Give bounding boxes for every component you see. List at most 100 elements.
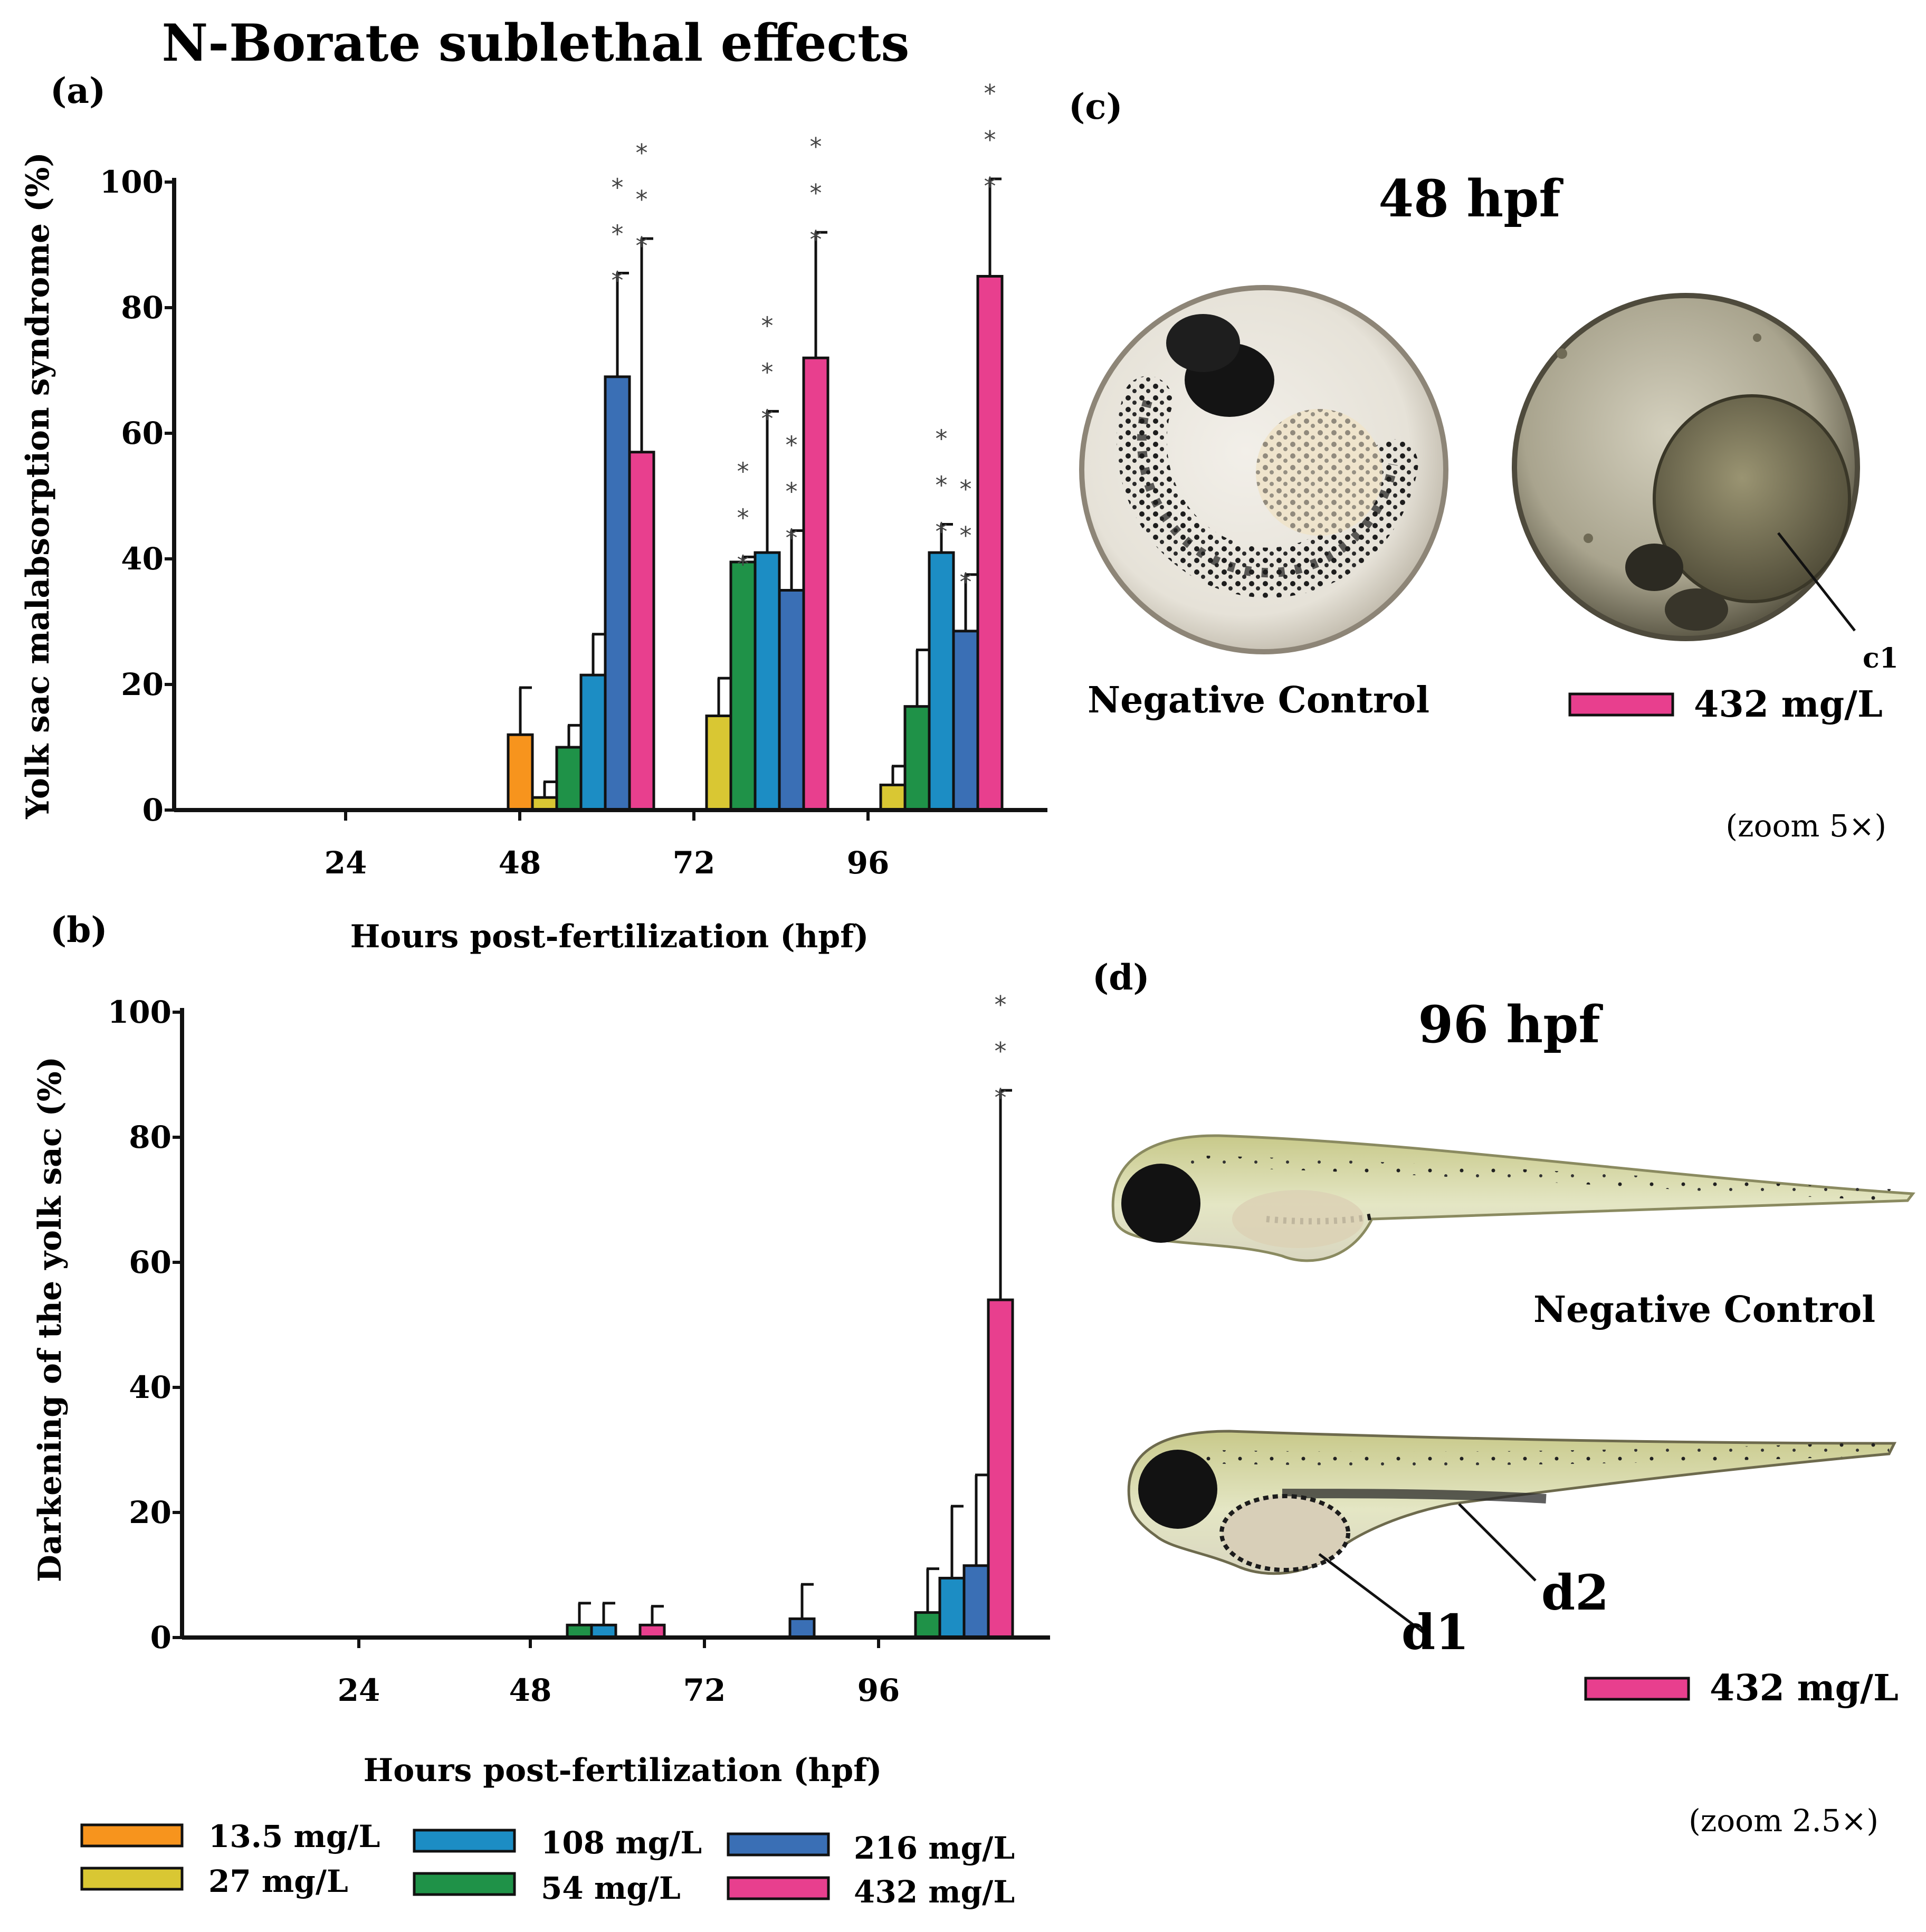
panel-d-control-label: Negative Control [1533, 1289, 1875, 1331]
significance-marker: * [636, 185, 648, 214]
x-tick-label: 24 [325, 845, 367, 881]
panel-c-embryo-images: 48 hpf c1 Negative Control 432 mg/L (zoo… [1079, 169, 1899, 844]
significance-marker: * [810, 225, 822, 254]
bar-216-72 [788, 1617, 816, 1639]
y-tick-label: 40 [129, 1369, 171, 1405]
bar-54-48 [555, 746, 583, 812]
y-ticks-a: 0 20 40 60 80 100 24 48 72 96 [100, 164, 889, 881]
significance-marker: * [761, 358, 774, 386]
significance-marker: * [786, 477, 798, 506]
d1-pointer-line [1318, 1553, 1426, 1634]
y-axis-label-b: Darkening of the yolk sac (%) [32, 1057, 69, 1582]
legend-label-13.5: 13.5 mg/L [208, 1819, 380, 1854]
y-axis-label-a: Yolk sac malabsorption syndrome (%) [20, 152, 56, 820]
c1-pointer-line [1777, 532, 1856, 632]
legend-label-432: 432 mg/L [854, 1874, 1015, 1910]
y-tick-label: 60 [121, 415, 164, 451]
figure-title: N-Borate sublethal effects [162, 13, 910, 73]
significance-marker: * [786, 431, 798, 459]
significance-marker: * [737, 550, 749, 578]
significance-marker: * [810, 132, 822, 161]
x-tick-label: 96 [857, 1672, 900, 1708]
x-axis-label-a: Hours post-fertilization (hpf) [350, 918, 869, 955]
x-tick-label: 48 [499, 845, 541, 881]
treated-embryo-image [1512, 293, 1860, 641]
bar-108-48 [579, 673, 607, 812]
y-tick-label: 40 [121, 541, 164, 577]
y-tick-label: 20 [129, 1495, 171, 1530]
bar-54-96 [903, 705, 931, 812]
bar-27-72 [705, 715, 732, 812]
bar-432-96 [976, 275, 1004, 812]
x-tick-label: 48 [509, 1672, 552, 1708]
bars-b: * * * [566, 991, 1014, 1639]
y-tick-label: 0 [150, 1620, 171, 1655]
significance-marker: * [960, 568, 972, 596]
y-ticks-b: 0 20 40 60 80 100 24 48 72 96 [108, 994, 900, 1708]
significance-marker: * [995, 1037, 1007, 1065]
bar-54-96 [914, 1611, 941, 1639]
legend-swatch-27 [80, 1867, 184, 1891]
panel-d-treated-swatch [1584, 1677, 1690, 1701]
y-tick-label: 100 [100, 164, 164, 200]
legend-label-27: 27 mg/L [208, 1863, 348, 1899]
significance-marker: * [761, 404, 774, 433]
axes-b [180, 1008, 1050, 1640]
panel-label-c: (c) [1069, 86, 1123, 127]
bars-a: * * * * * * * * * * * * * * * * * * * * * * * * * * * [507, 79, 1004, 812]
x-tick-label: 72 [673, 845, 716, 881]
y-tick-label: 100 [108, 994, 171, 1030]
legend-label-216: 216 mg/L [854, 1830, 1015, 1866]
y-tick-label: 20 [121, 667, 164, 702]
panel-d-zoom: (zoom 2.5×) [1689, 1803, 1879, 1839]
bar-108-72 [754, 551, 781, 812]
panel-d-time: 96 hpf [1418, 995, 1603, 1054]
y-tick-label: 60 [129, 1244, 171, 1280]
legend-label-108: 108 mg/L [541, 1825, 702, 1861]
bar-13.5-48 [507, 733, 534, 812]
panel-c-zoom: (zoom 5×) [1725, 808, 1886, 844]
significance-marker: * [984, 126, 996, 154]
bar-216-48 [604, 375, 631, 812]
chart-yolk-sac-malabsorption: Yolk sac malabsorption syndrome (%) Hour… [20, 79, 1047, 955]
panel-d-larva-images: 96 hpf Negative Control d1 d2 432 mg/L (… [1111, 995, 1915, 1839]
d1-marker: d1 [1401, 1604, 1469, 1661]
legend-swatch-216 [727, 1832, 830, 1857]
y-tick-label: 80 [121, 290, 164, 326]
legend-swatch-54 [413, 1872, 516, 1896]
bar-54-72 [729, 560, 757, 812]
legend: 13.5 mg/L 27 mg/L 108 mg/L 54 mg/L 216 m… [80, 1819, 1015, 1910]
significance-marker: * [737, 457, 749, 486]
panel-d-treated-legend: 432 mg/L [1710, 1667, 1899, 1709]
bar-216-72 [778, 589, 805, 812]
panel-c-control-label: Negative Control [1088, 679, 1429, 721]
chart-yolk-sac-darkening: Darkening of the yolk sac (%) Hours post… [32, 991, 1050, 1789]
panel-c-treated-swatch [1568, 692, 1674, 717]
bar-432-48 [628, 451, 655, 812]
significance-marker: * [636, 232, 648, 260]
y-tick-label: 80 [129, 1119, 171, 1155]
significance-marker: * [761, 311, 774, 340]
bar-27-96 [879, 783, 907, 812]
significance-marker: * [612, 174, 624, 202]
bar-108-96 [928, 551, 955, 812]
treated-larva-image [1127, 1430, 1897, 1575]
bar-216-96 [962, 1564, 990, 1639]
legend-swatch-13.5 [80, 1823, 184, 1848]
legend-label-54: 54 mg/L [541, 1870, 681, 1906]
significance-marker: * [936, 425, 948, 453]
legend-swatch-432 [727, 1876, 830, 1900]
x-tick-label: 24 [338, 1672, 380, 1708]
bar-216-96 [952, 630, 979, 812]
significance-marker: * [936, 471, 948, 500]
significance-marker: * [810, 179, 822, 207]
panel-c-treated-legend: 432 mg/L [1694, 683, 1883, 726]
bar-432-72 [802, 356, 829, 812]
significance-marker: * [960, 521, 972, 550]
panel-label-a: (a) [50, 70, 106, 111]
x-axis-label-b: Hours post-fertilization (hpf) [364, 1752, 882, 1789]
significance-marker: * [786, 524, 798, 552]
significance-marker: * [960, 475, 972, 503]
